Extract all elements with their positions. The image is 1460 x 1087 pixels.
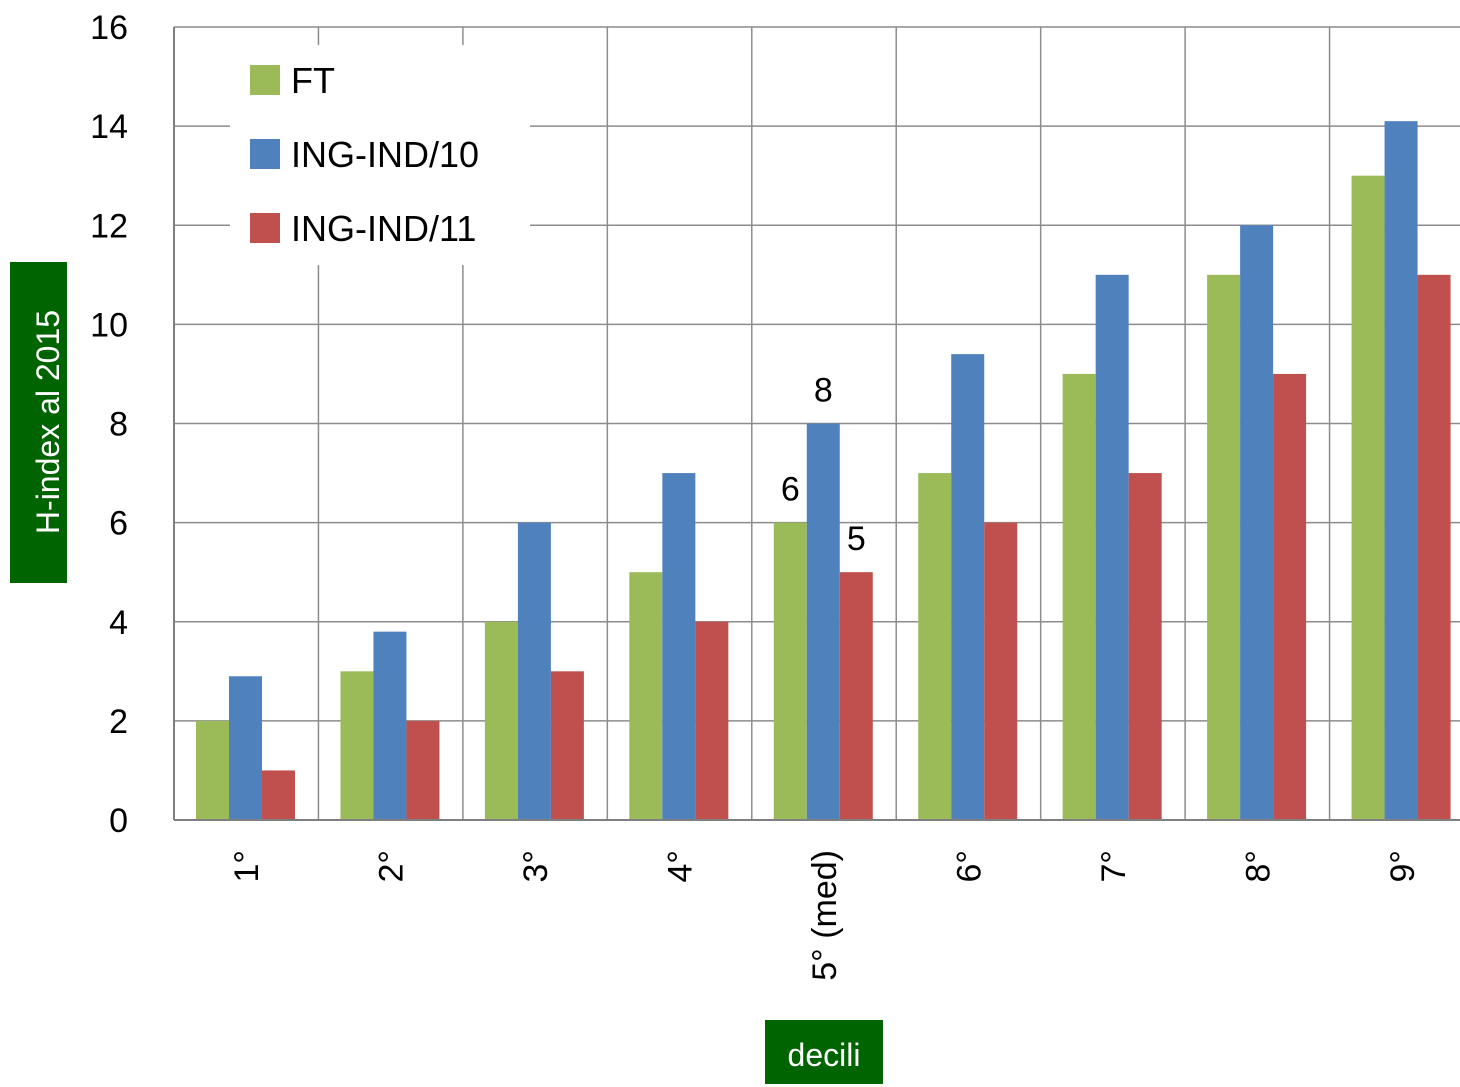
- data-label-2: 5: [847, 520, 866, 558]
- legend: FT ING-IND/10 ING-IND/11: [230, 45, 530, 265]
- y-axis-title: H-index al 2015: [10, 262, 67, 583]
- x-tick-label-2: 3°: [517, 850, 555, 883]
- bar-series0-cat0: [196, 720, 229, 820]
- x-tick-label-1: 2°: [373, 850, 411, 883]
- bar-series2-cat6: [1128, 473, 1162, 820]
- bar-series2-cat2: [550, 671, 584, 820]
- axes: [173, 27, 1460, 821]
- x-axis-title-text: decili: [788, 1037, 861, 1073]
- bar-series2-cat7: [1273, 373, 1307, 820]
- bar-series1-cat8: [1384, 121, 1418, 820]
- bar-series0-cat8: [1351, 175, 1385, 820]
- bar-series2-cat3: [695, 621, 729, 820]
- x-tick-label-6: 7°: [1095, 850, 1133, 883]
- y-tick-label-7: 14: [90, 108, 128, 146]
- bar-series1-cat2: [517, 522, 551, 820]
- legend-label-1: ING-IND/10: [291, 134, 479, 175]
- bar-series1-cat1: [373, 631, 407, 820]
- y-axis-title-text: H-index al 2015: [30, 310, 66, 534]
- y-tick-label-4: 8: [109, 406, 128, 444]
- x-tick-label-0: 1°: [228, 850, 266, 883]
- bar-series2-cat8: [1417, 274, 1451, 820]
- data-labels: 6 8 5: [781, 372, 866, 559]
- y-tick-label-0: 0: [109, 802, 128, 840]
- y-tick-labels: 0 2 4 6 8 10 12 14 16: [90, 9, 128, 840]
- bar-series0-cat3: [629, 572, 663, 820]
- legend-label-2: ING-IND/11: [291, 208, 476, 249]
- bar-series2-cat5: [984, 522, 1018, 820]
- x-tick-label-8: 9°: [1384, 850, 1422, 883]
- x-axis-title: decili: [765, 1020, 883, 1084]
- x-tick-labels: 1° 2° 3° 4° 5° (med) 6° 7° 8° 9°: [228, 850, 1422, 981]
- data-label-0: 6: [781, 471, 800, 509]
- bar-series1-cat5: [951, 354, 985, 820]
- x-tick-label-3: 4°: [662, 850, 700, 883]
- bar-series0-cat2: [484, 621, 518, 820]
- bar-series2-cat1: [406, 720, 440, 820]
- y-tick-label-2: 4: [109, 604, 128, 642]
- bar-series0-cat5: [918, 473, 952, 820]
- bar-series2-cat0: [262, 770, 295, 820]
- bar-series1-cat4: [806, 423, 840, 820]
- x-tick-label-5: 6°: [950, 850, 988, 883]
- legend-swatch-0: [250, 65, 280, 95]
- y-tick-label-5: 10: [90, 306, 128, 344]
- legend-label-0: FT: [291, 60, 335, 101]
- data-label-1: 8: [814, 372, 833, 410]
- bar-series0-cat7: [1207, 274, 1241, 820]
- bar-series1-cat0: [229, 676, 262, 820]
- legend-swatch-1: [250, 139, 280, 169]
- bar-series0-cat1: [340, 671, 374, 820]
- bar-series0-cat4: [773, 522, 807, 820]
- y-tick-label-8: 16: [90, 9, 128, 47]
- y-tick-label-3: 6: [109, 505, 128, 543]
- y-tick-label-1: 2: [109, 703, 128, 741]
- bar-series1-cat6: [1095, 274, 1129, 820]
- bar-series1-cat7: [1240, 225, 1274, 820]
- y-tick-label-6: 12: [90, 207, 128, 245]
- bar-series1-cat3: [662, 473, 696, 820]
- x-tick-label-4: 5° (med): [806, 850, 844, 981]
- bar-series2-cat4: [839, 572, 873, 820]
- bars: [196, 121, 1451, 820]
- x-tick-label-7: 8°: [1239, 850, 1277, 883]
- legend-swatch-2: [250, 213, 280, 243]
- bar-series0-cat6: [1062, 373, 1096, 820]
